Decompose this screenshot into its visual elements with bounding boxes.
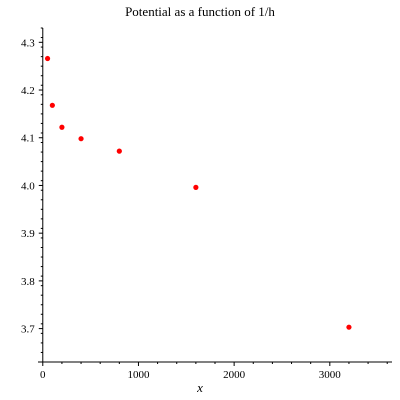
data-point — [78, 136, 83, 141]
y-tick-label: 3.9 — [21, 228, 35, 240]
x-tick-label: 1000 — [127, 369, 150, 381]
y-tick-label: 4.1 — [21, 133, 35, 145]
data-point — [45, 56, 50, 61]
y-tick-label: 4.3 — [21, 37, 35, 49]
x-tick-label: 3000 — [319, 369, 342, 381]
data-point — [59, 125, 64, 130]
x-tick-label: 0 — [40, 369, 46, 381]
data-point — [117, 149, 122, 154]
y-tick-label: 3.8 — [21, 276, 35, 288]
y-tick-label: 3.7 — [21, 324, 35, 336]
y-tick-label: 4.2 — [21, 85, 35, 97]
data-point — [193, 185, 198, 190]
ticks: 3.7 3.8 3.9 4.0 4.1 4.2 4.3 0 1000 2000 3000 — [21, 28, 387, 381]
data-point — [50, 103, 55, 108]
data-point — [346, 325, 351, 330]
axes — [38, 28, 392, 362]
x-tick-label: 2000 — [223, 369, 246, 381]
y-tick-label: 4.0 — [21, 180, 35, 192]
data-points — [45, 56, 352, 330]
x-axis-label: x — [196, 380, 203, 395]
chart-title: Potential as a function of 1/h — [125, 4, 275, 19]
